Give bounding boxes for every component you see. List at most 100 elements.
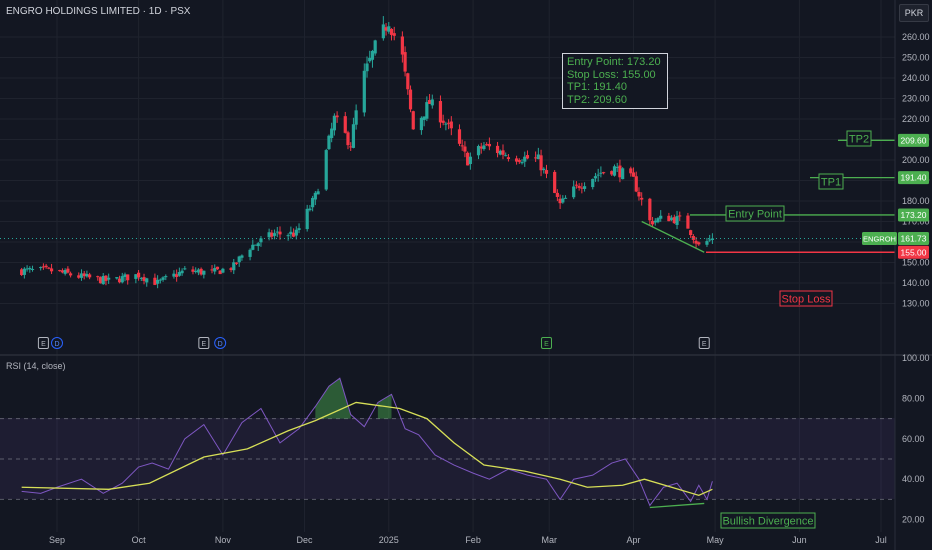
candle-body — [164, 276, 168, 278]
price-tag — [898, 208, 929, 222]
currency-button[interactable]: PKR — [899, 4, 929, 22]
candle-body — [384, 27, 388, 31]
price-tag-label: 191.40 — [901, 173, 927, 183]
candle-body — [430, 99, 434, 106]
time-tick-label: Oct — [132, 535, 147, 545]
candle-body — [335, 115, 339, 118]
candle-body — [316, 191, 320, 195]
candle-body — [536, 154, 540, 160]
stop-label: Stop Loss — [782, 294, 831, 306]
ticker-tag-label: ENGROH — [863, 234, 896, 243]
candle-body — [558, 198, 562, 204]
rsi-tick-label: 20.00 — [902, 515, 925, 525]
candle-body — [142, 277, 146, 281]
candle-body — [634, 176, 638, 192]
candle-body — [202, 270, 206, 275]
rsi-tick-label: 60.00 — [902, 434, 925, 444]
candle-body — [259, 238, 263, 243]
candle-body — [427, 100, 432, 104]
rsi-ma-line — [21, 401, 713, 497]
candle-body — [419, 117, 424, 131]
candle-body — [400, 36, 404, 55]
candle-body — [596, 174, 600, 176]
price-tick-label: 220.00 — [902, 114, 930, 124]
candle-body — [577, 185, 581, 188]
candle-body — [422, 116, 426, 121]
candle-body — [346, 132, 350, 146]
candle-body — [506, 157, 511, 160]
tp1-label: TP1 — [821, 177, 841, 189]
candle-body — [77, 275, 81, 278]
candle-body — [98, 277, 103, 284]
candle-body — [602, 172, 606, 174]
candle-body — [175, 274, 179, 277]
candle-body — [580, 187, 584, 189]
candle-body — [28, 267, 32, 270]
candle-body — [215, 266, 220, 270]
rsi-line — [21, 377, 713, 507]
candle-body — [542, 168, 546, 171]
candle-body — [39, 267, 43, 269]
candle-body — [637, 191, 641, 197]
candle-body — [30, 268, 35, 270]
candle-body — [267, 232, 271, 238]
price-tick-label: 130.00 — [902, 299, 930, 309]
candle-body — [678, 215, 682, 217]
candle-body — [58, 270, 62, 272]
candle-body — [104, 275, 108, 281]
candle-body — [194, 270, 198, 272]
bullish-divergence-label: Bullish Divergence — [722, 516, 813, 528]
candle-body — [272, 233, 277, 236]
candle-body — [466, 152, 470, 166]
candle-body — [593, 176, 598, 179]
entry-box — [725, 205, 785, 222]
candle-body — [253, 244, 258, 246]
candle-body — [485, 144, 489, 146]
time-tick-label: 2025 — [379, 535, 399, 545]
price-tick-label: 170.00 — [902, 217, 930, 227]
candle-body — [553, 171, 557, 193]
time-tick-label: Jun — [792, 535, 807, 545]
candle-body — [463, 146, 467, 152]
candle-body — [615, 166, 619, 168]
trade-tp2: TP2: 209.60 — [567, 93, 627, 106]
candle-body — [145, 278, 149, 283]
candle-body — [534, 157, 538, 159]
candle-body — [251, 244, 255, 250]
candle-body — [311, 197, 315, 208]
candle-body — [49, 268, 54, 272]
candle-body — [134, 274, 138, 279]
time-tick-label: Jul — [875, 535, 887, 545]
candle-body — [332, 115, 336, 131]
time-tick-label: Feb — [465, 535, 481, 545]
tp2-label: TP2 — [849, 134, 869, 146]
candle-body — [365, 63, 369, 72]
candle-body — [438, 101, 443, 123]
candle-body — [107, 277, 111, 280]
candle-body — [447, 122, 451, 124]
price-tick-label: 240.00 — [902, 73, 930, 83]
candle-body — [689, 230, 693, 236]
candle-body — [389, 28, 394, 35]
candle-body — [670, 217, 674, 220]
candle-body — [457, 129, 462, 144]
candle-body — [270, 232, 274, 237]
candle-body — [47, 267, 51, 269]
candle-body — [308, 208, 312, 211]
dividend-marker — [51, 337, 63, 349]
candle-body — [599, 172, 603, 174]
candle-body — [82, 273, 86, 277]
candle-body — [675, 216, 679, 225]
candle-body — [517, 160, 521, 162]
candle-body — [403, 52, 407, 72]
candles — [20, 16, 714, 289]
candle-body — [63, 270, 67, 274]
candle-body — [708, 239, 712, 241]
candle-body — [177, 272, 181, 276]
candle-body — [278, 231, 282, 235]
candle-body — [305, 208, 309, 230]
earnings-marker-label: E — [702, 341, 707, 348]
time-tick-label: Mar — [541, 535, 557, 545]
candle-body — [229, 268, 233, 270]
